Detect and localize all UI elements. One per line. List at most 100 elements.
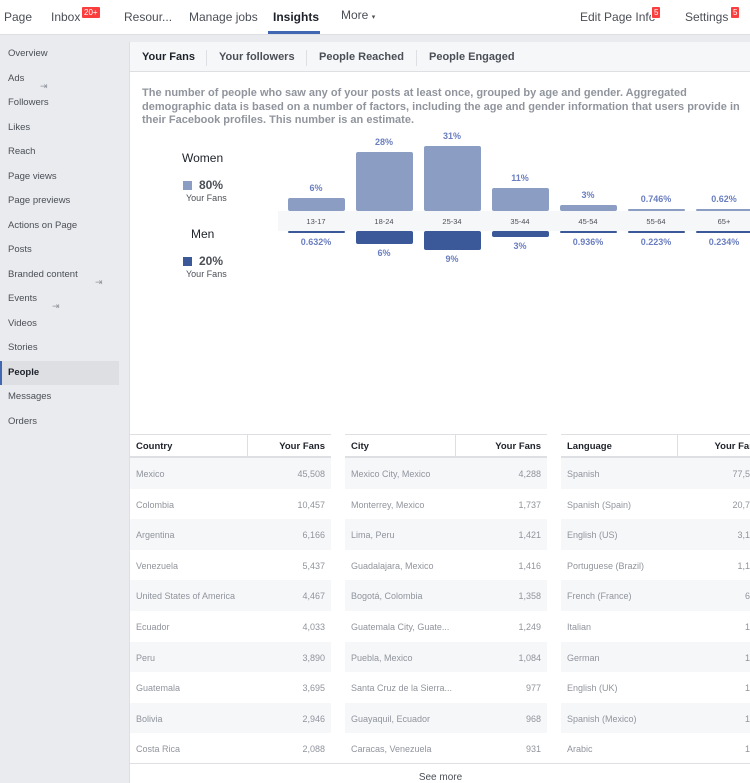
table-row: Guayaquil, Ecuador 968 — [345, 702, 547, 734]
table-cell-name: United States of America — [136, 591, 236, 602]
women-bar-18-24[interactable] — [355, 152, 413, 211]
legend-women-label: Women — [182, 151, 224, 165]
table-row: Bolivia 2,946 — [130, 702, 331, 734]
women-bar-45-54[interactable] — [559, 204, 617, 211]
open-external-icon: ⇥ — [95, 276, 103, 287]
sidebar-item-overview[interactable]: Overview — [0, 42, 119, 67]
table-cell-name: Spanish — [567, 469, 600, 479]
men-bar-55-64[interactable] — [627, 231, 685, 233]
table-cell-value: 1,416 — [518, 560, 541, 571]
table-cell-name: Monterrey, Mexico — [351, 499, 425, 510]
sidebar-item-reach[interactable]: Reach — [0, 140, 119, 165]
age-axis-band — [278, 211, 750, 231]
subtabs: Your Fans Your followers People Reached … — [130, 42, 750, 72]
column-header[interactable]: Language — [567, 441, 612, 452]
column-header[interactable]: Country — [136, 441, 173, 452]
column-header[interactable]: City — [351, 441, 369, 452]
nav-more[interactable]: More ▾ — [341, 8, 375, 22]
men-bar-13-17[interactable] — [287, 231, 345, 233]
men-bar-65+[interactable] — [695, 231, 750, 233]
table-cell-value: 15 — [744, 652, 750, 663]
women-bar-13-17[interactable] — [287, 198, 345, 211]
nav-resources[interactable]: Resour... — [124, 10, 173, 24]
table-row: Spanish 77,56 — [561, 458, 750, 489]
legend-women-pct: 80% — [199, 178, 224, 192]
sidebar-item-label: Stories — [8, 342, 38, 353]
sidebar-item-stories[interactable]: Stories — [0, 336, 119, 361]
women-bar-35-44[interactable] — [491, 187, 549, 211]
table-row: Santa Cruz de la Sierra... 977 — [345, 672, 547, 703]
settings-badge: 5 — [730, 6, 741, 19]
sidebar-item-likes[interactable]: Likes — [0, 116, 119, 141]
men-bar-45-54[interactable] — [559, 231, 617, 233]
men-bar-18-24[interactable] — [355, 231, 413, 244]
column-header[interactable]: Your Fan — [714, 441, 750, 452]
sidebar-item-people[interactable]: People — [0, 360, 119, 385]
table-cell-name: Guatemala City, Guate... — [351, 621, 450, 632]
sidebar-item-orders[interactable]: Orders — [0, 410, 119, 435]
table-cell-name: Mexico City, Mexico — [351, 469, 431, 479]
table-cell-name: Mexico — [136, 469, 165, 479]
table-cell-value: 1,084 — [518, 652, 541, 663]
sidebar-item-label: Videos — [8, 317, 37, 329]
legend-women-swatch — [183, 181, 192, 190]
legend-men-label: Men — [191, 227, 215, 241]
sidebar-item-posts[interactable]: Posts — [0, 238, 119, 263]
chart-description: The number of people who saw any of your… — [142, 87, 740, 126]
table-cell-name: Guatemala — [136, 683, 181, 694]
women-bar-label: 3% — [581, 189, 595, 200]
nav-manage-jobs[interactable]: Manage jobs — [189, 10, 258, 24]
sidebar-item-branded-content[interactable]: Branded content ⇥ — [0, 263, 119, 288]
sidebar-item-label: Reach — [8, 146, 36, 157]
table-cell-name: Spanish (Mexico) — [567, 713, 637, 724]
column-header[interactable]: Your Fans — [495, 441, 541, 452]
table-row: Costa Rica 2,088 — [130, 733, 331, 764]
caret-down-icon: ▾ — [371, 14, 376, 21]
table-cell-name: Ecuador — [136, 621, 170, 632]
table-cell-name: Venezuela — [136, 560, 179, 571]
nav-settings[interactable]: Settings — [685, 10, 729, 24]
tab-your-followers[interactable]: Your followers — [219, 51, 295, 63]
table-cell-value: 66 — [744, 591, 750, 602]
table-row: Caracas, Venezuela 931 — [345, 733, 547, 764]
sidebar-item-messages[interactable]: Messages — [0, 385, 119, 410]
men-bar-label: 9% — [445, 253, 459, 264]
table-row: Portuguese (Brazil) 1,14 — [561, 550, 750, 581]
age-tick-label: 25-34 — [442, 217, 462, 226]
table-row: United States of America 4,467 — [130, 580, 331, 611]
sidebar-item-label: Overview — [8, 48, 48, 59]
nav-inbox[interactable]: Inbox — [51, 10, 81, 24]
sidebar-item-label: Branded content — [8, 268, 78, 280]
sidebar-item-events[interactable]: Events ⇥ — [0, 287, 119, 312]
table-cell-value: 10,457 — [297, 499, 325, 510]
men-bar-25-34[interactable] — [423, 231, 481, 250]
women-bar-label: 28% — [374, 137, 393, 148]
sidebar-item-followers[interactable]: Followers — [0, 91, 119, 116]
sidebar-item-page-views[interactable]: Page views — [0, 165, 119, 190]
nav-edit-page-info[interactable]: Edit Page Info — [580, 10, 656, 24]
sidebar-item-actions-on-page[interactable]: Actions on Page — [0, 214, 119, 239]
tab-your-fans[interactable]: Your Fans — [142, 51, 195, 63]
sidebar-item-videos[interactable]: Videos — [0, 312, 119, 337]
sidebar-item-ads[interactable]: Ads ⇥ — [0, 67, 119, 92]
nav-insights[interactable]: Insights — [273, 10, 320, 24]
table-cell-name: Santa Cruz de la Sierra... — [351, 683, 453, 694]
table-row: Spanish (Spain) 20,70 — [561, 489, 750, 520]
table-cell-name: Bolivia — [136, 713, 163, 724]
column-header[interactable]: Your Fans — [279, 441, 325, 452]
table-cell-value: 20,70 — [732, 499, 750, 510]
see-more-link[interactable]: See more — [130, 763, 750, 783]
tab-people-reached[interactable]: People Reached — [319, 51, 404, 63]
men-bar-35-44[interactable] — [491, 231, 549, 238]
legend-men-pct: 20% — [199, 254, 224, 268]
women-bar-65+[interactable] — [695, 209, 750, 211]
table-cell-name: Lima, Peru — [351, 530, 395, 541]
sidebar-item-page-previews[interactable]: Page previews — [0, 189, 119, 214]
women-bar-25-34[interactable] — [423, 146, 481, 211]
tab-people-engaged[interactable]: People Engaged — [429, 51, 515, 63]
sidebar-item-label: Messages — [8, 391, 52, 402]
table-cell-name: Colombia — [136, 499, 175, 510]
nav-page[interactable]: Page — [4, 10, 33, 24]
table-cell-value: 2,088 — [302, 744, 325, 755]
women-bar-55-64[interactable] — [627, 209, 685, 211]
